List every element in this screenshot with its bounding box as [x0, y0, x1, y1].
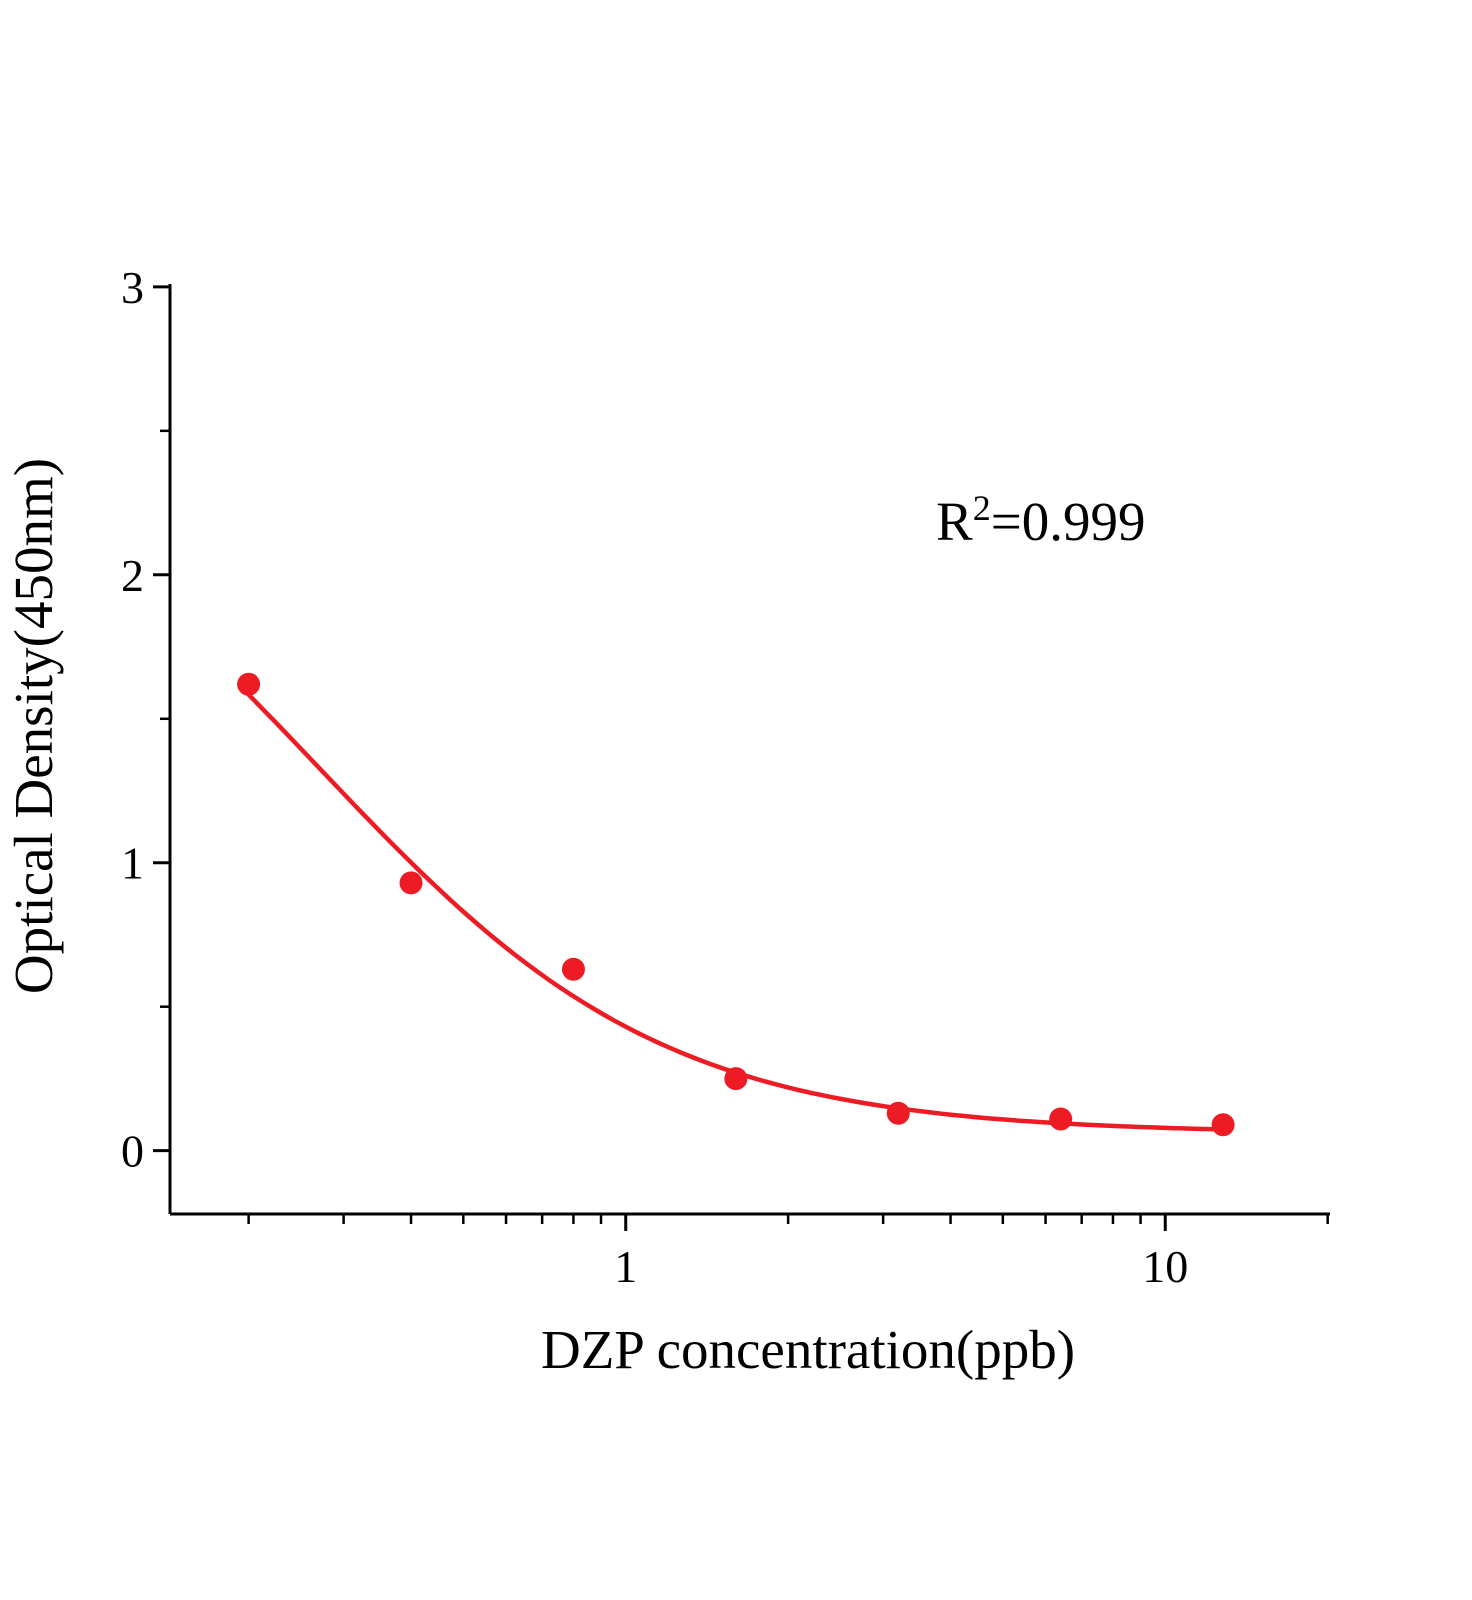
- data-point: [561, 957, 585, 981]
- axes-layer: [168, 284, 1330, 1216]
- fit-curve: [240, 686, 1229, 1132]
- data-point: [399, 871, 423, 895]
- x-tick-label: 10: [1142, 1241, 1188, 1292]
- fit-curve-layer: [240, 686, 1229, 1132]
- data-point: [1211, 1113, 1235, 1137]
- data-point: [886, 1101, 910, 1125]
- data-point: [724, 1067, 748, 1091]
- y-tick-label: 3: [121, 262, 144, 313]
- ticks-layer: [153, 285, 1329, 1231]
- y-tick-label: 1: [121, 838, 144, 889]
- annotation-base: R: [936, 491, 973, 552]
- annotation-superscript: 2: [973, 488, 991, 528]
- y-axis-title: Optical Density(450nm): [3, 458, 64, 994]
- data-point: [1049, 1107, 1073, 1131]
- annotation-value: =0.999: [991, 491, 1146, 552]
- x-tick-label: 1: [614, 1241, 637, 1292]
- data-point: [237, 672, 261, 696]
- r-squared-annotation: R2=0.999: [936, 488, 1145, 552]
- tick-labels-layer: 1 10 0 1 2 3: [121, 262, 1188, 1292]
- y-tick-label: 0: [121, 1126, 144, 1177]
- data-points-layer: [237, 672, 1235, 1137]
- x-axis-title: DZP concentration(ppb): [541, 1319, 1075, 1380]
- y-tick-label: 2: [121, 550, 144, 601]
